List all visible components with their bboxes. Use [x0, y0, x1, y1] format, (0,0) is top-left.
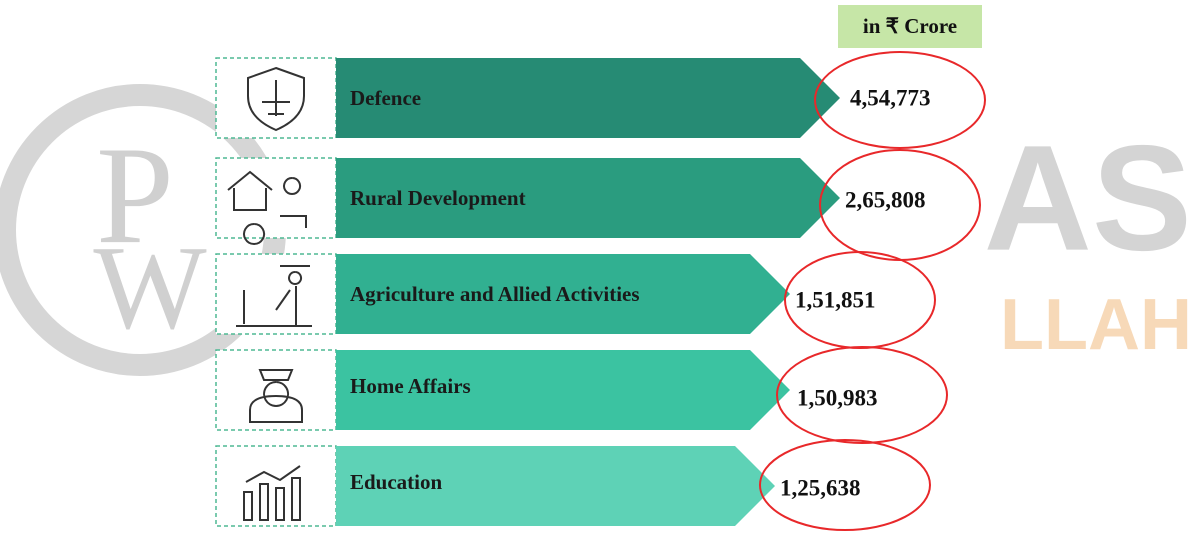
row: Rural Development 2,65,808: [216, 150, 980, 260]
item-label: Defence: [350, 86, 421, 110]
icon-box: [216, 254, 336, 334]
item-value: 4,54,773: [850, 85, 931, 110]
item-value: 1,25,638: [780, 475, 861, 500]
watermark-text: LLAH: [1000, 285, 1192, 365]
item-label: Rural Development: [350, 186, 526, 210]
row: Home Affairs 1,50,983: [216, 347, 947, 443]
row: Defence 4,54,773: [216, 52, 985, 148]
item-label: Education: [350, 470, 443, 494]
logo-letter: W: [93, 221, 207, 354]
item-value: 1,50,983: [797, 385, 878, 410]
item-label: Agriculture and Allied Activities: [350, 282, 640, 306]
item-label: Home Affairs: [350, 374, 471, 398]
item-value: 1,51,851: [795, 287, 876, 312]
icon-box: [216, 350, 336, 430]
unit-label: in ₹ Crore: [863, 14, 957, 38]
infographic: P W AS LLAH in ₹ Crore Defence 4,54,773 …: [0, 0, 1192, 539]
row: Education 1,25,638: [216, 440, 930, 530]
row: Agriculture and Allied Activities 1,51,8…: [216, 252, 935, 348]
watermark-text: AS: [984, 114, 1192, 282]
item-value: 2,65,808: [845, 187, 926, 212]
